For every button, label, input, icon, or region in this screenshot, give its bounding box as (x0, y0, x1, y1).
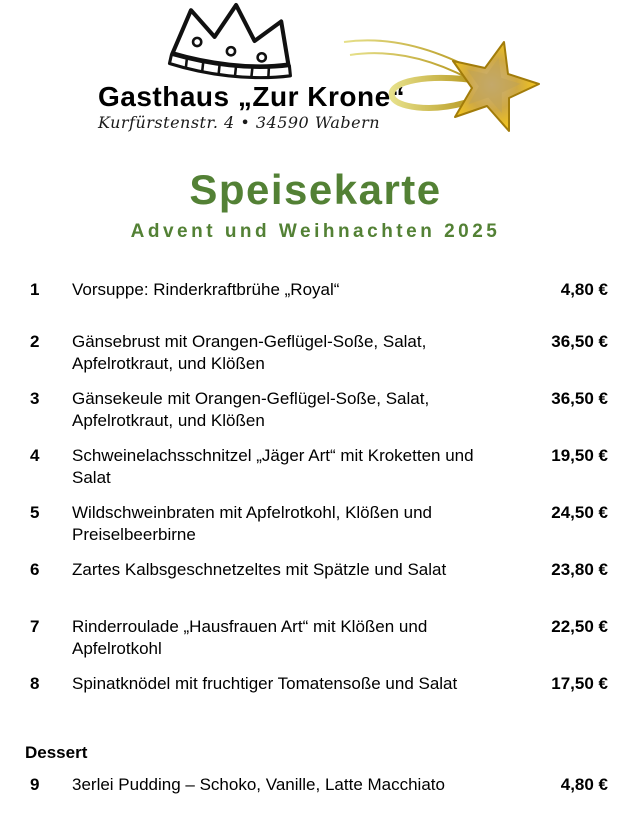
item-price: 22,50 € (551, 617, 608, 636)
item-number: 5 (30, 503, 40, 522)
item-price: 23,80 € (551, 560, 608, 579)
menu-item-row: 9 3erlei Pudding – Schoko, Vanille, Latt… (30, 774, 608, 822)
item-price: 36,50 € (551, 332, 608, 351)
menu-item-row: 3 Gänsekeule mit Orangen-Geflügel-Soße, … (30, 388, 608, 445)
item-number: 9 (30, 775, 40, 794)
menu-item-row: 4 Schweinelachsschnitzel „Jäger Art“ mit… (30, 445, 608, 502)
page-title: Speisekarte (189, 166, 442, 213)
item-price: 19,50 € (551, 446, 608, 465)
dessert-section-heading: Dessert (25, 743, 88, 762)
menu-item-row: 7 Rinderroulade „Hausfrauen Art“ mit Klö… (30, 616, 608, 673)
item-price: 36,50 € (551, 389, 608, 408)
restaurant-address: Kurfürstenstr. 4 • 34590 Wabern (98, 113, 381, 133)
item-number: 3 (30, 389, 40, 408)
item-price: 4,80 € (560, 775, 608, 794)
item-price: 24,50 € (551, 503, 608, 522)
item-name: Gänsekeule mit Orangen-Geflügel-Soße, Sa… (72, 389, 430, 430)
item-name: Wildschweinbraten mit Apfelrotkohl, Klöß… (72, 503, 433, 544)
item-price: 4,80 € (560, 280, 608, 299)
page-subtitle: Advent und Weihnachten 2025 (130, 221, 501, 242)
item-number: 6 (30, 560, 40, 579)
item-name: Zartes Kalbsgeschnetzeltes mit Spätzle u… (72, 560, 447, 579)
menu-item-row: 1 Vorsuppe: Rinderkraftbrühe „Royal“ 4,8… (30, 279, 608, 331)
menu: 1 Vorsuppe: Rinderkraftbrühe „Royal“ 4,8… (0, 279, 631, 822)
shooting-star-icon (343, 39, 540, 132)
item-number: 8 (30, 674, 40, 693)
menu-list: 1 Vorsuppe: Rinderkraftbrühe „Royal“ 4,8… (30, 279, 608, 730)
item-number: 7 (30, 617, 40, 636)
item-name: Vorsuppe: Rinderkraftbrühe „Royal“ (72, 280, 340, 299)
item-price: 17,50 € (551, 674, 608, 693)
menu-item-row: 2 Gänsebrust mit Orangen-Geflügel-Soße, … (30, 331, 608, 388)
item-name: Spinatknödel mit fruchtiger Tomatensoße … (72, 674, 458, 693)
item-number: 4 (30, 446, 40, 465)
header: Gasthaus „Zur Krone“ Kurfürstenstr. 4 • … (0, 0, 631, 132)
crown-icon (167, 3, 292, 80)
restaurant-name: Gasthaus „Zur Krone“ (98, 81, 406, 112)
menu-item-row: 6 Zartes Kalbsgeschnetzeltes mit Spätzle… (30, 559, 608, 616)
item-name: Gänsebrust mit Orangen-Geflügel-Soße, Sa… (72, 332, 427, 373)
dessert-list: 9 3erlei Pudding – Schoko, Vanille, Latt… (30, 774, 608, 822)
item-number: 1 (30, 280, 40, 299)
menu-item-row: 5 Wildschweinbraten mit Apfelrotkohl, Kl… (30, 502, 608, 559)
restaurant-logo: Gasthaus „Zur Krone“ Kurfürstenstr. 4 • … (98, 2, 406, 133)
item-name: Schweinelachsschnitzel „Jäger Art“ mit K… (72, 446, 474, 487)
menu-item-row: 8 Spinatknödel mit fruchtiger Tomatensoß… (30, 673, 608, 730)
item-name: Rinderroulade „Hausfrauen Art“ mit Klöße… (72, 617, 428, 658)
item-name: 3erlei Pudding – Schoko, Vanille, Latte … (72, 775, 445, 794)
item-number: 2 (30, 332, 40, 351)
